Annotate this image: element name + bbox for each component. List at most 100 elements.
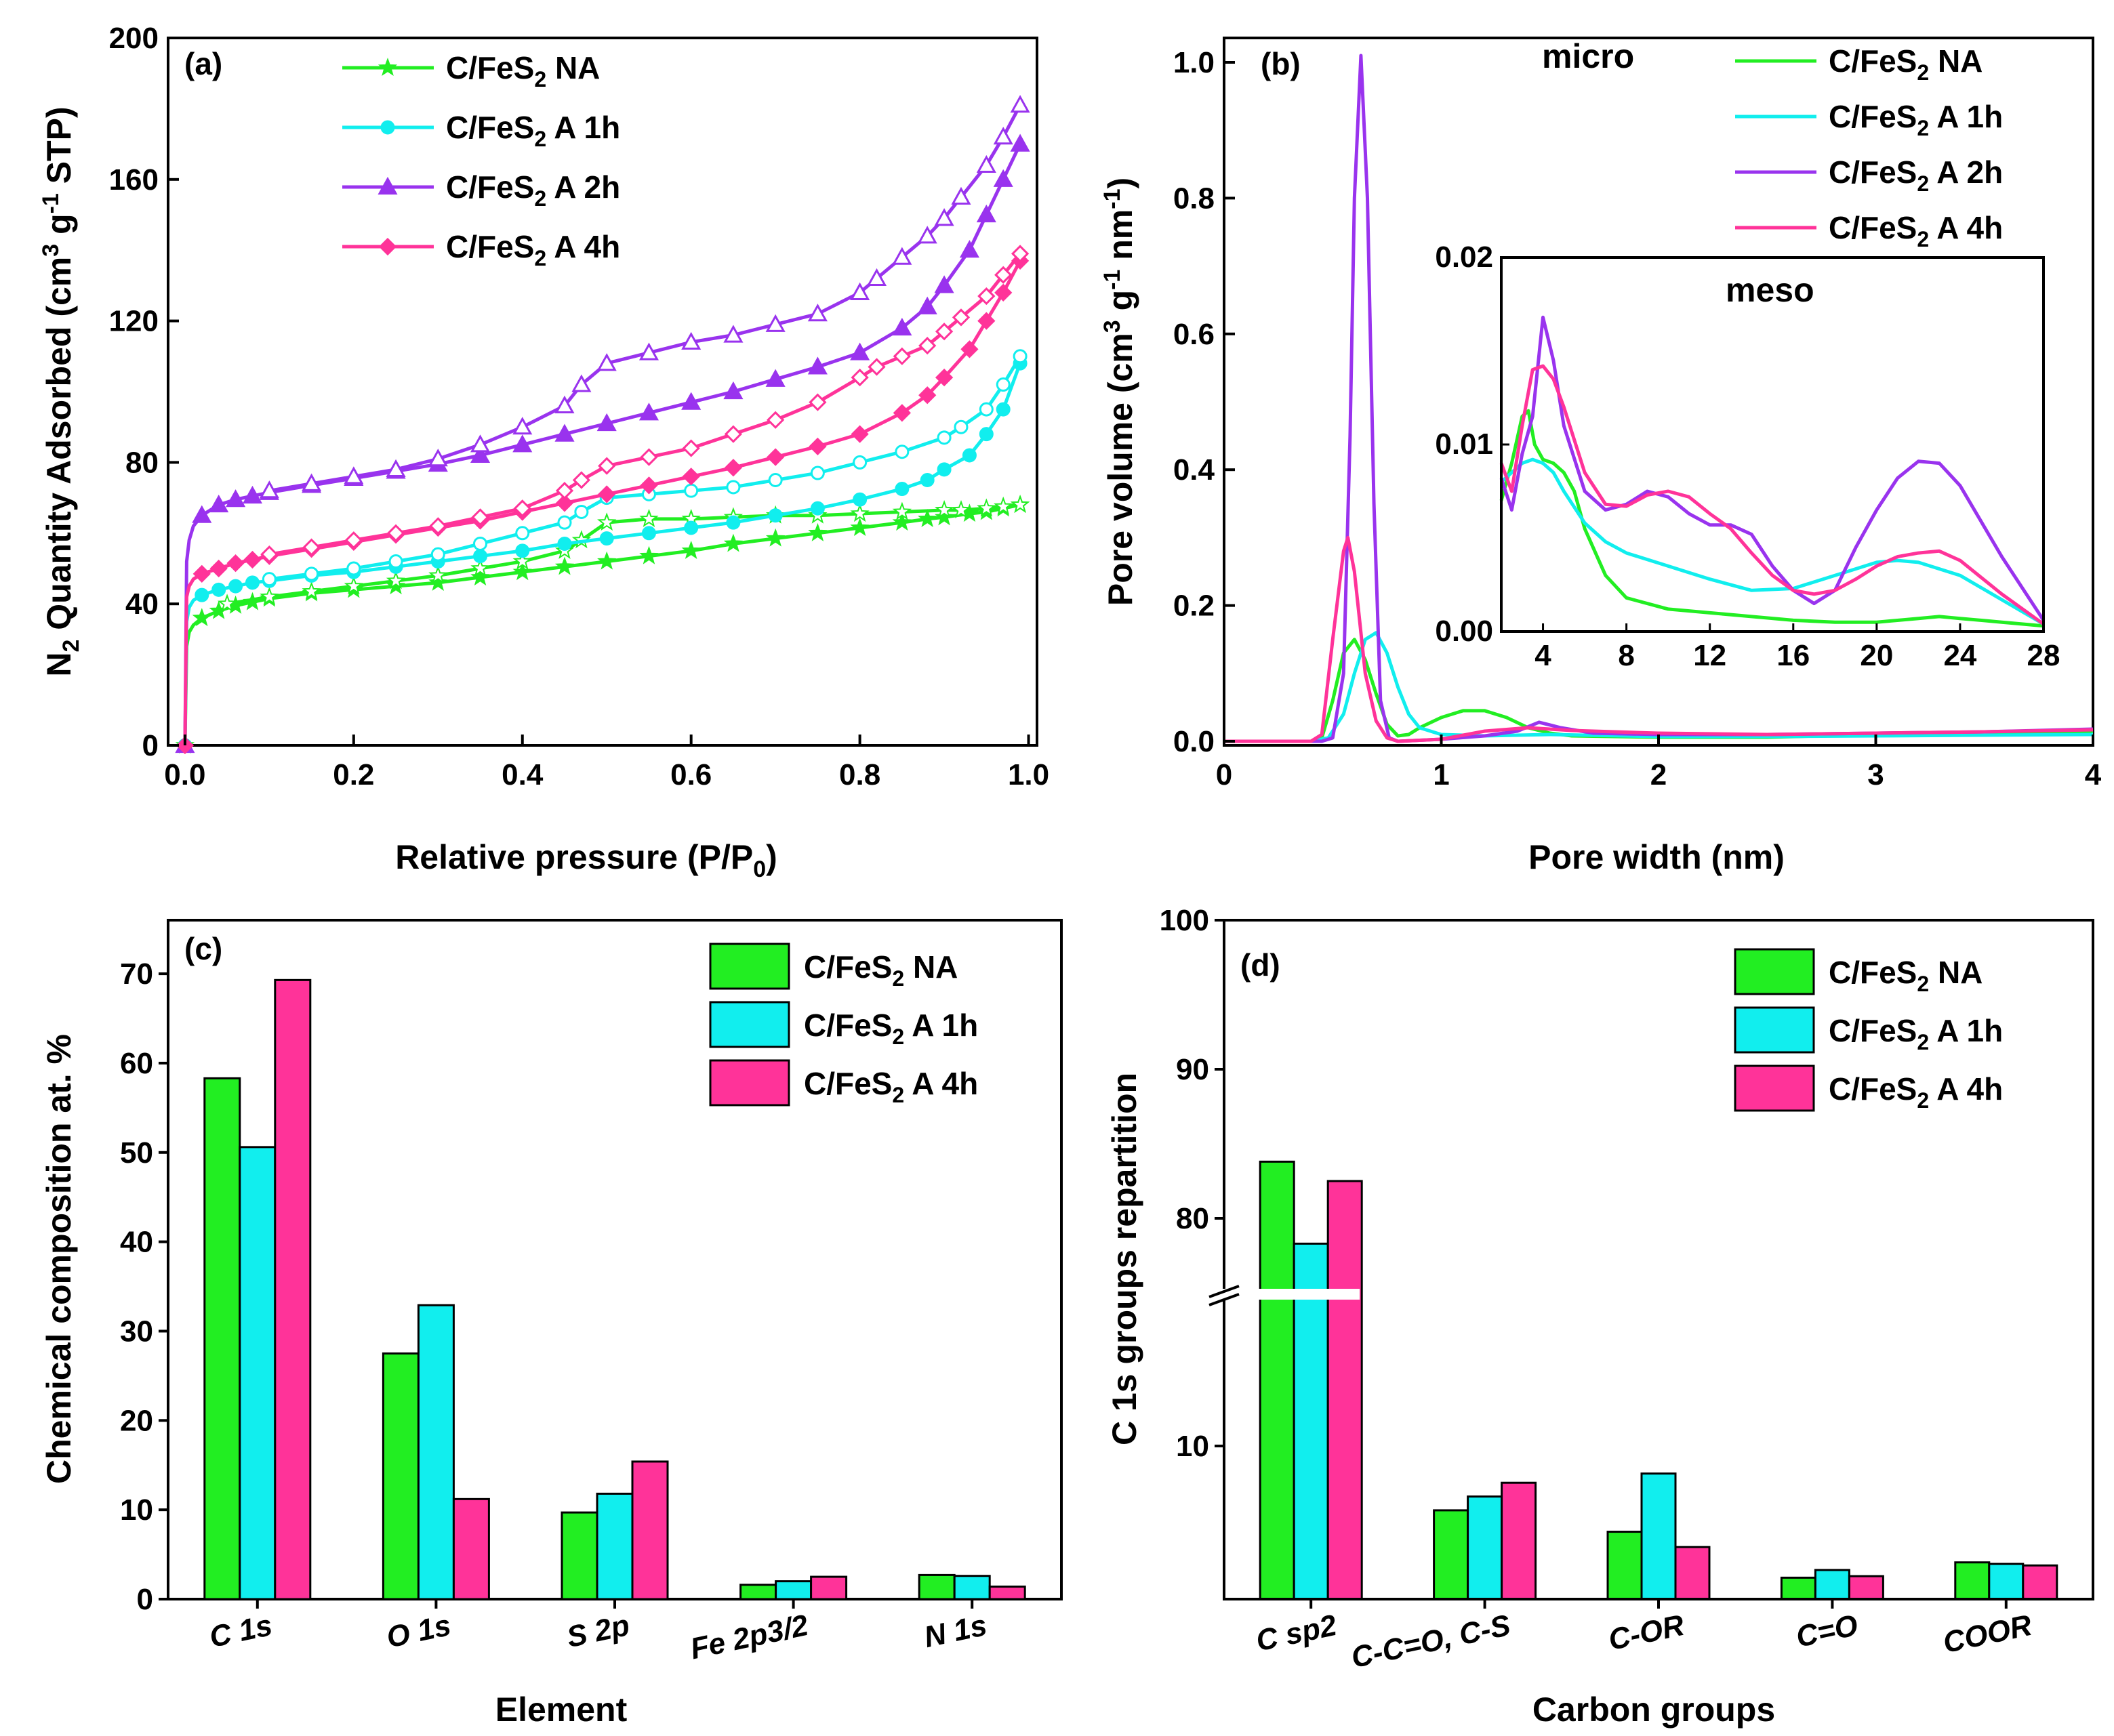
- legend-item-c-fes2-na: C/FeS2 NA: [342, 50, 600, 91]
- adsorption-point: [934, 275, 954, 293]
- adsorption-point: [850, 342, 870, 360]
- adsorption-point: [684, 520, 699, 535]
- category-label: C-OR: [1606, 1609, 1687, 1657]
- bar-c-or-c-fes2-a-1h: [1640, 1472, 1677, 1600]
- legend-item-c-fes2-a-4h: C/FeS2 A 4h: [1735, 210, 2003, 251]
- legend-label: C/FeS2 A 2h: [1829, 154, 2003, 196]
- bar-c-c-o-c-s-c-fes2-na: [1433, 1509, 1469, 1600]
- desorption-point: [996, 377, 1011, 392]
- legend-item-c-fes2-na: C/FeS2 NA: [1735, 43, 1983, 85]
- bar-c-sp2-c-fes2-a-4h: [1326, 1180, 1363, 1600]
- inset-x-ticks: 4 8 12 16 20 24 28: [1534, 623, 2060, 672]
- adsorption-point: [723, 533, 744, 552]
- legend-label: C/FeS2 A 4h: [804, 1066, 978, 1107]
- legend-label: C/FeS2 A 1h: [1829, 99, 2003, 140]
- desorption-point: [386, 459, 406, 477]
- legend-label: C/FeS2 A 4h: [1829, 210, 2003, 251]
- panel-d-legend: C/FeS2 NA C/FeS2 A 1h C/FeS2 A 4h: [1734, 948, 2003, 1113]
- bar-c-1s-c-fes2-a-4h: [274, 978, 312, 1600]
- adsorption-point: [853, 492, 868, 507]
- legend-label: C/FeS2 NA: [446, 50, 600, 91]
- bar-s-2p-c-fes2-na: [561, 1511, 598, 1600]
- desorption-point: [934, 208, 954, 226]
- desorption-point: [429, 517, 447, 535]
- adsorption-point: [892, 317, 912, 336]
- y-tick-label: 0.4: [1173, 453, 1215, 487]
- inset-x-tick-label: 16: [1776, 639, 1810, 672]
- adsorption-point: [810, 501, 825, 516]
- bar-n-1s-c-fes2-na: [918, 1573, 956, 1600]
- legend-item-c-fes2-a-2h: C/FeS2 A 2h: [342, 169, 620, 211]
- bar-fe-2p3-2-c-fes2-a-1h: [775, 1580, 813, 1600]
- desorption-point: [554, 395, 575, 413]
- panel-a-y-label: N2 Quantity Adsorbed (cm3 g-1 STP): [38, 106, 84, 676]
- category-label: C=O: [1793, 1609, 1861, 1654]
- panel-d-x-ticks: C sp2 C-C=O, C-S C-OR C=O COOR: [1253, 1599, 2035, 1674]
- adsorption-point: [557, 536, 572, 551]
- panel-a-label: (a): [184, 46, 222, 81]
- x-tick-label: 0.6: [670, 758, 712, 791]
- desorption-point: [994, 496, 1013, 515]
- legend-swatch: [1734, 1006, 1815, 1054]
- panel-c-y-ticks: 0 10 20 30 40 50 60 70: [120, 957, 168, 1616]
- legend-swatch: [1734, 948, 1815, 995]
- adsorption-point: [892, 512, 912, 531]
- adsorption-point: [209, 559, 228, 578]
- inset-y-tick-label: 0.01: [1435, 428, 1493, 461]
- adsorption-point: [555, 494, 574, 512]
- inset-x-tick-label: 20: [1860, 639, 1893, 672]
- adsorption-point: [809, 437, 827, 456]
- y-tick-label: 0: [137, 1583, 153, 1616]
- adsorption-point: [920, 473, 935, 487]
- bar-n-1s-c-fes2-a-4h: [988, 1586, 1026, 1600]
- desorption-point: [513, 499, 531, 518]
- adsorption-point: [192, 505, 212, 523]
- desorption-point: [868, 358, 886, 376]
- panel-b-plot-area: [1224, 54, 2094, 743]
- adsorption-point: [470, 567, 490, 586]
- desorption-point: [724, 425, 743, 443]
- category-label: Fe 2p3/2: [687, 1609, 811, 1666]
- adsorption-point: [765, 369, 786, 387]
- desorption-point: [515, 526, 530, 541]
- desorption-point: [344, 576, 363, 595]
- desorption-point: [951, 186, 971, 205]
- inset-y-ticks: 0.00 0.01 0.02: [1435, 241, 1509, 648]
- y-tick-label: 30: [120, 1315, 153, 1348]
- desorption-point: [681, 331, 702, 350]
- desorption-point: [935, 323, 954, 341]
- adsorption-point: [681, 540, 701, 559]
- axis-break-slash: [1208, 1285, 1240, 1298]
- desorption-point: [639, 509, 659, 527]
- bar-c-or-c-fes2-a-4h: [1674, 1546, 1711, 1600]
- desorption-point: [430, 547, 445, 562]
- bar-s-2p-c-fes2-a-1h: [596, 1492, 634, 1600]
- desorption-point: [260, 586, 279, 605]
- adsorption-point: [935, 368, 954, 387]
- desorption-point: [344, 466, 364, 484]
- desorption-point: [954, 419, 969, 434]
- x-tick-label: 1.0: [1008, 758, 1049, 791]
- inset-y-tick-label: 0.00: [1435, 615, 1493, 648]
- adsorption-point: [893, 404, 911, 422]
- y-tick-label: 0.6: [1173, 318, 1215, 351]
- adsorption-point: [512, 434, 533, 453]
- category-label: COOR: [1940, 1609, 2035, 1659]
- desorption-point: [893, 347, 911, 365]
- curve-c-fes2-a-4h: [1224, 535, 2094, 743]
- desorption-point: [388, 554, 403, 569]
- desorption-point: [572, 471, 591, 489]
- panel-c-x-label: Element: [495, 1691, 628, 1729]
- adsorption-point: [977, 312, 996, 330]
- inset-curve-c-fes2-a-1h: [1500, 457, 2045, 626]
- desorption-point: [512, 551, 532, 570]
- adsorption-point: [681, 392, 702, 410]
- desorption-point: [302, 473, 322, 491]
- panel-d-label: (d): [1240, 947, 1280, 983]
- panel-c-legend: C/FeS2 NA C/FeS2 A 1h C/FeS2 A 4h: [709, 943, 978, 1107]
- adsorption-point: [767, 448, 785, 466]
- bar-c-1s-c-fes2-na: [203, 1077, 241, 1600]
- panel-b-inset: 4 8 12 16 20 24 28 0.00 0.01 0.02 meso: [1435, 241, 2060, 672]
